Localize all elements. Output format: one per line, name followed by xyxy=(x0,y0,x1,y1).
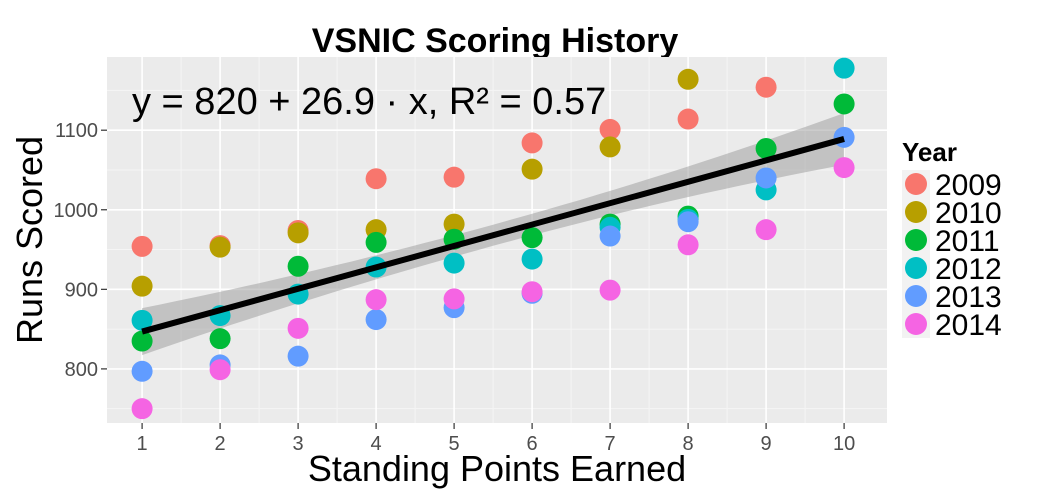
legend-title: Year xyxy=(902,137,957,167)
legend-key-2012 xyxy=(905,257,927,279)
regression-line-layer xyxy=(141,136,845,335)
y-tick-label: 1100 xyxy=(55,120,98,142)
legend-key-2009 xyxy=(905,173,927,195)
x-tick-label: 6 xyxy=(527,433,538,455)
legend-label-2013: 2013 xyxy=(935,281,1002,314)
point-2014 xyxy=(833,157,855,179)
legend-label-2010: 2010 xyxy=(935,197,1002,230)
x-tick-label: 1 xyxy=(137,433,148,455)
y-tick-label: 800 xyxy=(65,359,98,381)
point-2014 xyxy=(677,234,699,256)
x-tick-label: 10 xyxy=(833,433,855,455)
point-2014 xyxy=(287,317,309,339)
point-2011 xyxy=(209,328,231,350)
x-tick-label: 8 xyxy=(683,433,694,455)
point-2010 xyxy=(209,236,231,258)
point-2011 xyxy=(755,138,777,159)
point-2014 xyxy=(131,398,153,420)
point-2014 xyxy=(209,359,231,381)
point-2014 xyxy=(521,281,543,303)
point-2009 xyxy=(677,108,699,130)
point-2009 xyxy=(443,166,465,188)
point-2009 xyxy=(755,76,777,98)
point-2009 xyxy=(365,168,387,190)
point-2011 xyxy=(287,255,309,277)
regression-annotation: y = 820 + 26.9 · x, R² = 0.57 xyxy=(132,81,606,123)
point-2014 xyxy=(365,289,387,311)
point-2013 xyxy=(131,360,153,382)
point-2010 xyxy=(287,222,309,244)
x-tick-label: 9 xyxy=(761,433,772,455)
point-2011 xyxy=(833,93,855,115)
point-2013 xyxy=(833,126,855,148)
point-2012 xyxy=(521,248,543,270)
legend-label-2009: 2009 xyxy=(935,169,1002,202)
point-2010 xyxy=(131,275,153,297)
legend-key-2010 xyxy=(905,201,927,223)
legend-key-2013 xyxy=(905,285,927,307)
legend-key-2011 xyxy=(905,229,927,251)
point-2010 xyxy=(443,213,465,235)
y-axis-title: Runs Scored xyxy=(9,136,50,344)
point-2013 xyxy=(287,345,309,367)
x-tick-label: 4 xyxy=(371,433,382,455)
point-2009 xyxy=(521,132,543,154)
x-tick-label: 2 xyxy=(215,433,226,455)
grid-minor xyxy=(107,57,887,423)
point-2011 xyxy=(131,330,153,352)
y-tick-label: 900 xyxy=(65,279,98,301)
point-2011 xyxy=(365,231,387,253)
point-2012 xyxy=(131,309,153,331)
point-2014 xyxy=(443,288,465,310)
point-2010 xyxy=(677,68,699,90)
point-2011 xyxy=(521,227,543,249)
point-2009 xyxy=(599,118,621,140)
x-tick-label: 7 xyxy=(605,433,616,455)
point-2014 xyxy=(755,219,777,241)
y-axis-ticks: 800 900 1000 1100 xyxy=(54,120,107,381)
x-tick-label: 5 xyxy=(449,433,460,455)
y-tick-label: 1000 xyxy=(54,200,99,222)
point-2012 xyxy=(833,57,855,79)
point-2010 xyxy=(599,136,621,158)
point-2013 xyxy=(677,211,699,233)
point-2012 xyxy=(443,252,465,274)
point-2013 xyxy=(599,225,621,247)
x-axis-title: Standing Points Earned xyxy=(308,448,686,489)
point-2013 xyxy=(365,309,387,331)
x-tick-label: 3 xyxy=(293,433,304,455)
point-2010 xyxy=(521,158,543,180)
legend-label-2014: 2014 xyxy=(935,309,1002,342)
regression-line xyxy=(141,136,845,335)
legend-key-2014 xyxy=(905,313,927,335)
legend-label-2011: 2011 xyxy=(935,225,1000,258)
point-2013 xyxy=(755,167,777,189)
point-2014 xyxy=(599,279,621,301)
x-axis-ticks: 1 2 3 4 5 6 7 8 9 10 xyxy=(137,423,855,455)
points-layer xyxy=(131,57,855,420)
legend-label-2012: 2012 xyxy=(935,253,1002,286)
point-2009 xyxy=(131,235,153,257)
chart-title: VSNIC Scoring History xyxy=(312,22,679,60)
